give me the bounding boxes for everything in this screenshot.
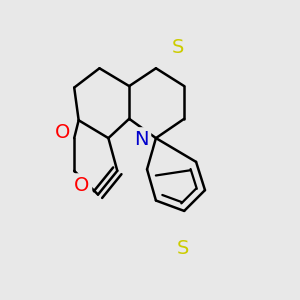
Text: O: O [55,123,70,142]
Text: O: O [74,176,89,195]
Text: N: N [134,130,148,149]
Text: S: S [176,238,189,258]
Text: S: S [172,38,184,57]
